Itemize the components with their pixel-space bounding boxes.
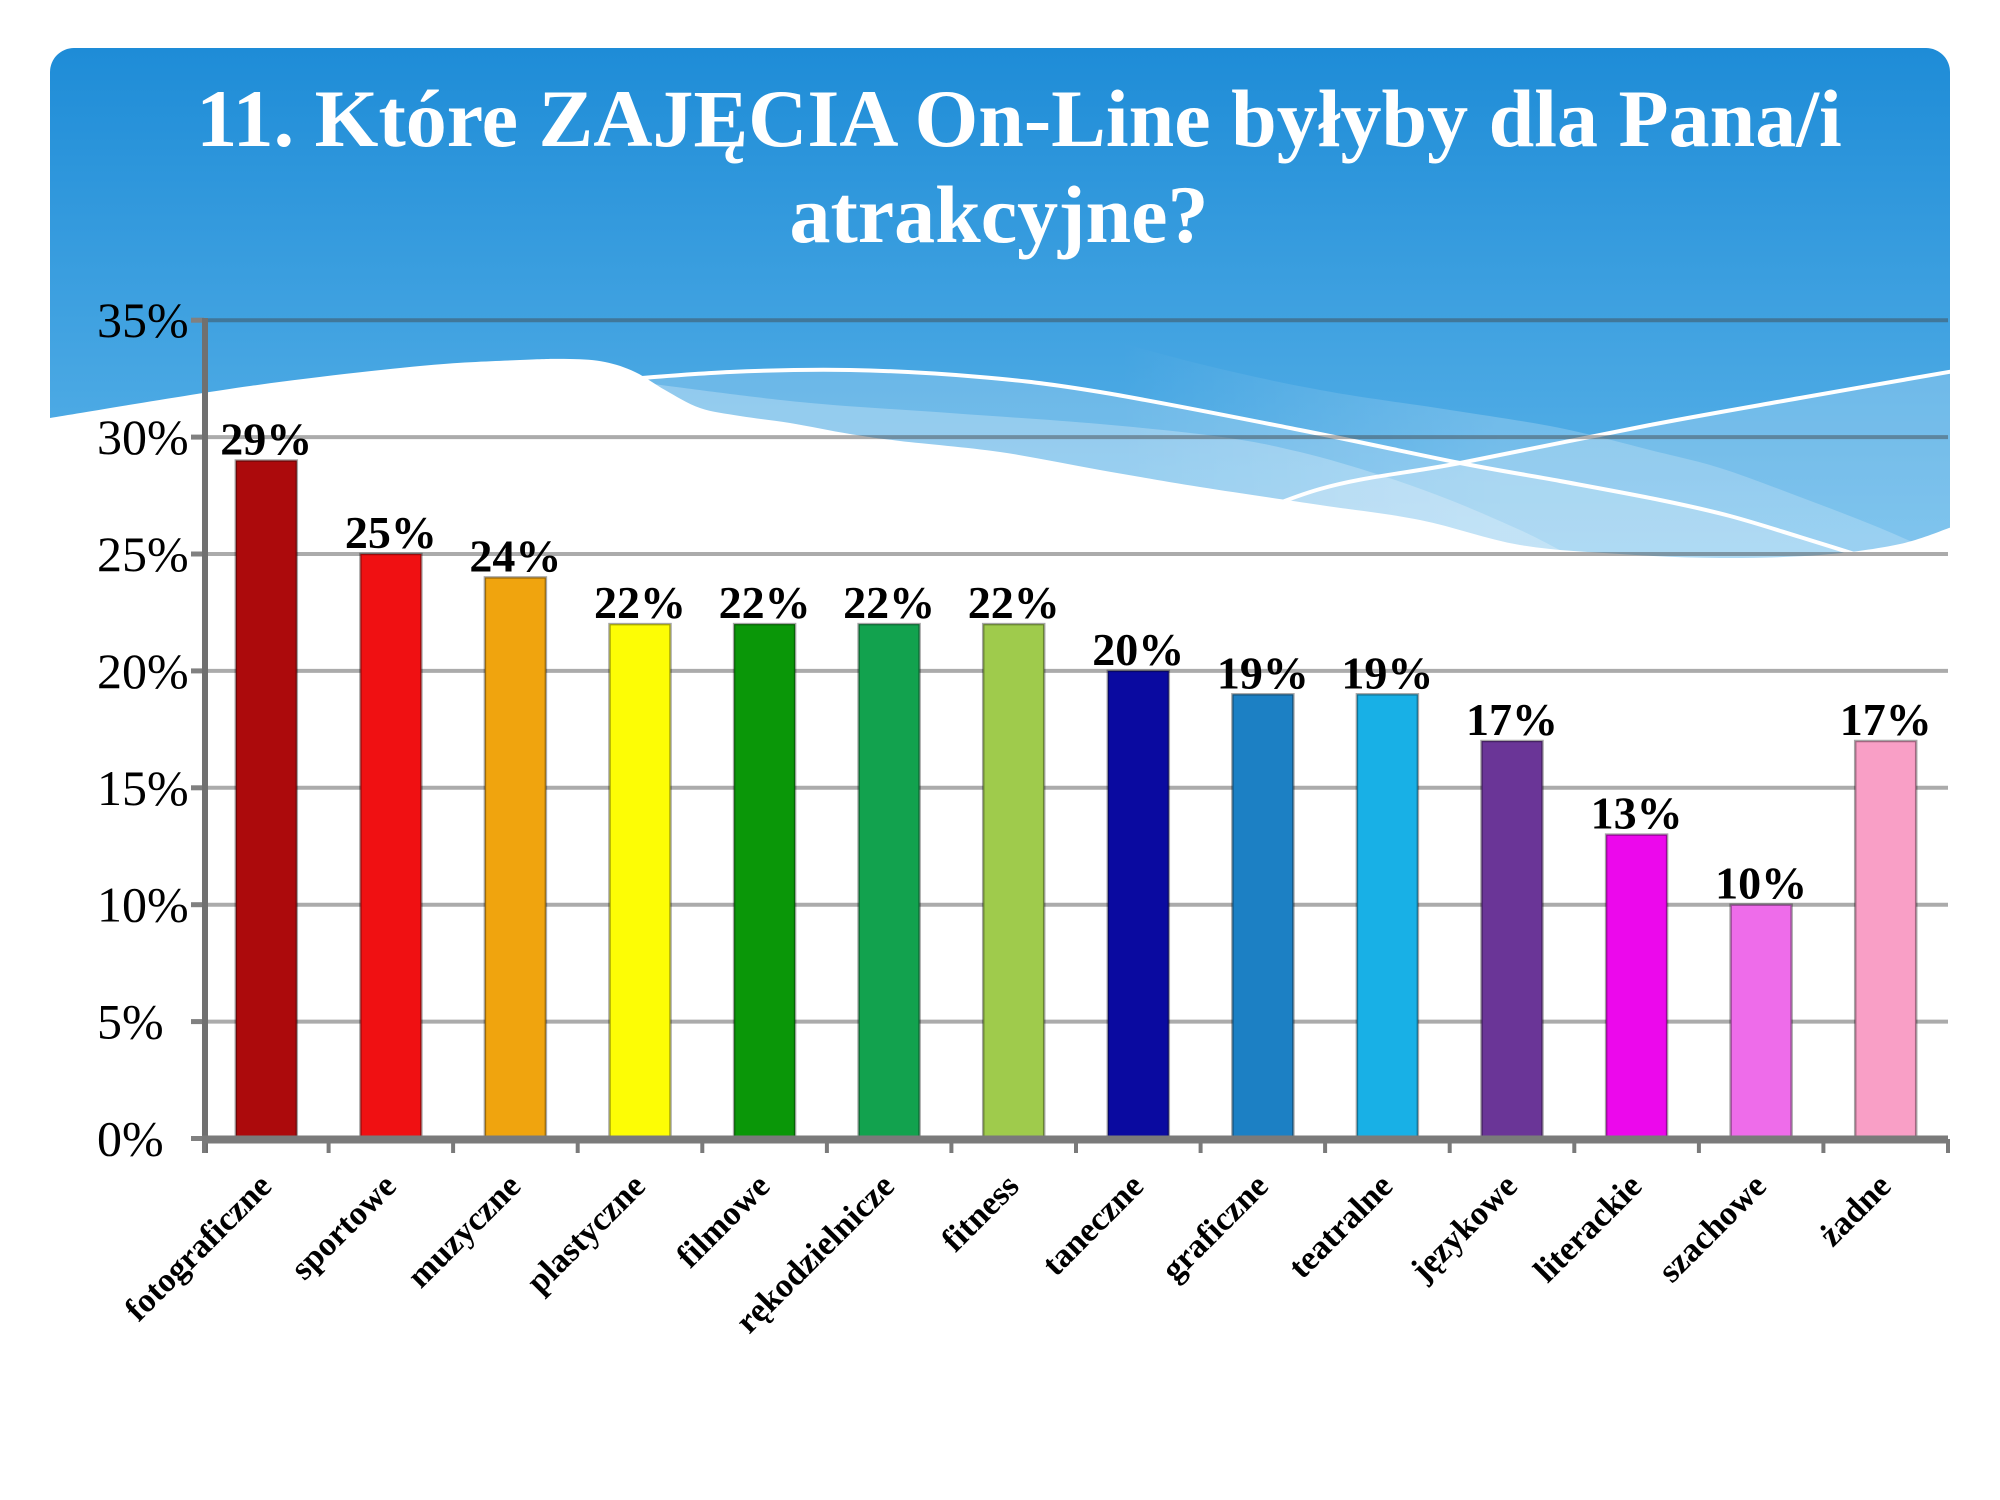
svg-text:15%: 15% [97,760,189,816]
svg-text:atrakcyjne?: atrakcyjne? [789,169,1208,260]
svg-text:19%: 19% [1217,647,1309,698]
svg-text:językowe: językowe [1403,1167,1525,1289]
svg-text:muzyczne: muzyczne [400,1167,528,1295]
svg-text:żadne: żadne [1812,1167,1898,1253]
svg-text:22%: 22% [594,577,686,628]
svg-text:29%: 29% [220,414,312,465]
svg-text:22%: 22% [968,577,1060,628]
svg-text:10%: 10% [1715,858,1807,909]
svg-text:19%: 19% [1341,647,1433,698]
svg-text:filmowe: filmowe [670,1167,778,1275]
svg-text:graficzne: graficzne [1155,1167,1276,1288]
svg-text:20%: 20% [97,643,189,699]
svg-text:szachowe: szachowe [1651,1167,1773,1289]
svg-text:0%: 0% [97,1111,164,1167]
svg-text:20%: 20% [1092,624,1184,675]
svg-text:teatralne: teatralne [1282,1167,1400,1285]
svg-text:22%: 22% [843,577,935,628]
svg-text:5%: 5% [97,994,164,1050]
svg-text:17%: 17% [1466,694,1558,745]
svg-text:13%: 13% [1591,788,1683,839]
svg-text:35%: 35% [97,292,189,348]
svg-text:10%: 10% [97,877,189,933]
svg-text:17%: 17% [1840,694,1932,745]
svg-text:fitness: fitness [935,1167,1027,1259]
svg-text:25%: 25% [97,526,189,582]
svg-text:plastyczne: plastyczne [520,1167,653,1300]
svg-text:25%: 25% [345,507,437,558]
svg-text:sportowe: sportowe [284,1167,404,1287]
svg-text:fotograficzne: fotograficzne [118,1167,279,1328]
svg-text:11. Które ZAJĘCIA On-Line były: 11. Które ZAJĘCIA On-Line byłyby dla Pan… [196,73,1842,164]
svg-text:22%: 22% [719,577,811,628]
svg-text:24%: 24% [469,530,561,581]
svg-text:30%: 30% [97,409,189,465]
svg-text:literackie: literackie [1527,1167,1649,1289]
svg-text:taneczne: taneczne [1035,1167,1151,1283]
